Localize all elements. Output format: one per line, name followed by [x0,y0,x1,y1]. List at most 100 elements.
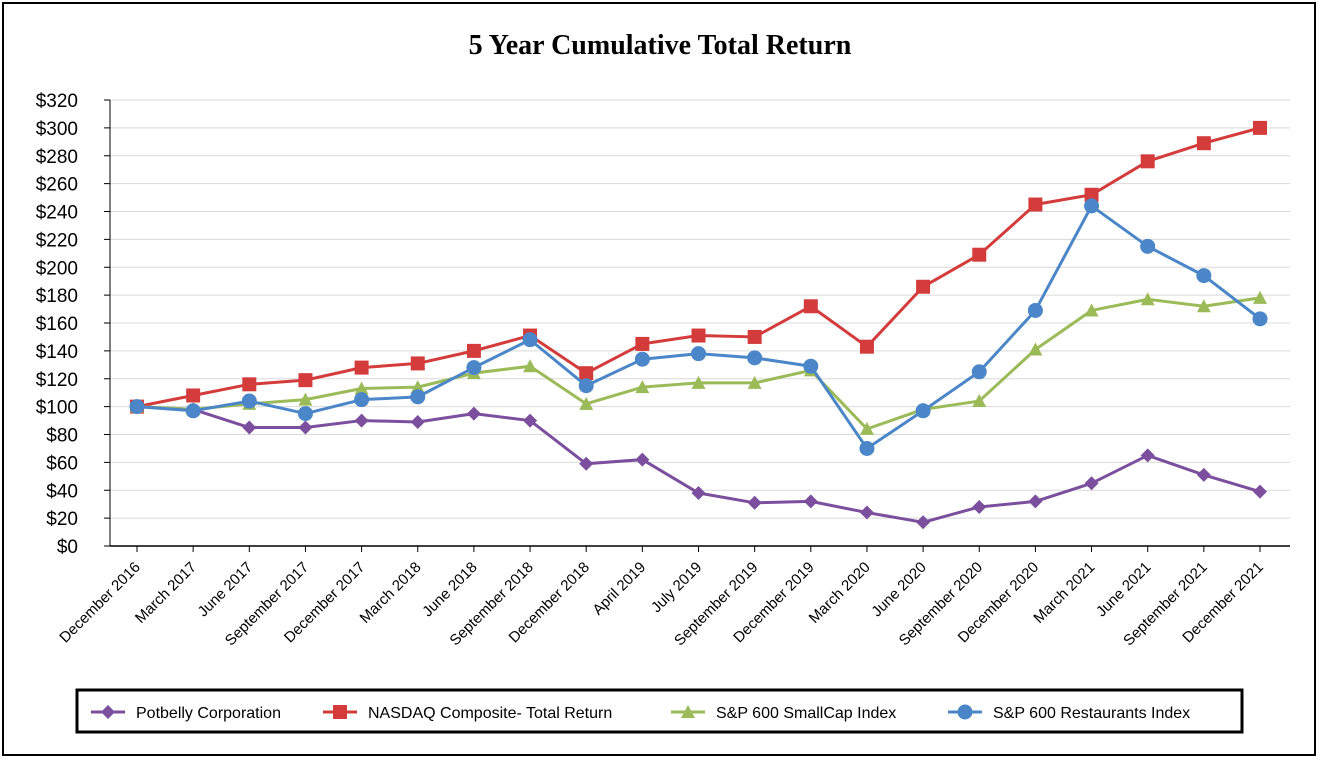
y-tick-label: $60 [46,453,78,474]
legend-label: S&P 600 Restaurants Index [993,705,1190,722]
data-point [1084,198,1100,214]
data-point [298,373,313,388]
data-point [859,505,874,520]
data-point [1028,342,1043,356]
x-tick-label: March 2021 [1030,559,1098,627]
data-point [579,456,594,471]
data-point [803,358,819,374]
y-tick-label: $0 [57,537,78,558]
y-tick-label: $220 [36,230,78,251]
data-point [410,380,425,394]
data-point [634,351,650,367]
data-point [186,388,201,403]
data-point [354,392,370,408]
x-tick-label: July 2019 [648,559,705,616]
data-point [972,247,987,262]
legend-label: Potbelly Corporation [136,705,281,722]
data-point [1140,154,1155,169]
data-point [1028,494,1043,509]
data-point [1196,299,1211,313]
data-point [1196,467,1211,482]
series-group [129,120,1268,530]
data-point [1196,136,1211,151]
data-point [916,279,931,294]
data-point [747,350,763,366]
data-point [185,403,201,419]
data-point [466,406,481,421]
data-point [747,495,762,510]
data-point [859,440,875,456]
data-point [466,360,482,376]
legend-marker [681,705,695,718]
data-point [1140,292,1155,306]
data-point [129,399,145,415]
legend-marker [957,704,973,720]
grid-lines [110,99,1290,519]
data-point [916,515,931,530]
data-point [522,332,538,348]
legend-marker [333,705,347,719]
data-point [1140,238,1156,254]
data-point [915,403,931,419]
data-point [1084,187,1099,202]
y-tick-label: $40 [46,481,78,502]
data-point [803,494,818,509]
y-tick-label: $160 [36,314,78,335]
data-point [1140,448,1155,463]
data-point [691,375,706,389]
data-point [1084,303,1099,317]
x-tick-label: March 2017 [132,559,200,627]
data-point [1028,197,1043,212]
data-point [1252,311,1268,327]
data-point [410,389,426,405]
data-point [691,346,706,362]
data-point [354,360,369,375]
data-point [1253,484,1267,499]
data-point [578,378,594,394]
y-tick-label: $280 [36,147,78,168]
data-point [298,420,313,435]
data-point [1084,476,1099,491]
series-4 [129,198,1268,456]
chart-title: 5 Year Cumulative Total Return [469,30,852,61]
y-tick-label: $260 [36,175,78,196]
legend-label: NASDAQ Composite- Total Return [368,705,612,722]
data-point [579,396,594,410]
y-tick-label: $200 [36,258,78,279]
data-point [971,364,987,380]
data-point [354,413,369,428]
data-point [579,366,594,381]
data-point [803,299,818,314]
x-tick-label: March 2018 [357,559,425,627]
data-point [523,413,538,428]
data-point [242,420,257,435]
y-tick-label: $180 [36,286,78,307]
y-tick-label: $20 [46,509,78,530]
data-point [691,328,706,343]
y-tick-label: $80 [46,426,78,447]
data-point [1027,302,1043,318]
data-point [354,381,369,395]
x-tick-label: April 2019 [589,559,649,619]
data-point [747,329,762,344]
y-tick-label: $240 [36,203,78,224]
data-point [635,452,650,467]
data-point [972,499,987,514]
data-point [410,356,425,371]
legend-box [75,688,1244,734]
data-point [635,336,650,351]
data-point [466,343,481,358]
y-tick-label: $120 [36,370,78,391]
series-1 [130,399,1267,530]
data-point [859,421,874,435]
data-point [410,414,425,429]
y-axis-ticks: $0 $20 $40 $60 $80 $100 $120 $140 $160 $180 $200 $2… [36,91,110,558]
y-tick-label: $300 [36,119,78,140]
y-tick-label: $100 [36,398,78,419]
y-tick-label: $320 [36,91,78,112]
x-tick-label: December 2016 [56,559,143,646]
data-point [1196,268,1212,284]
legend: Potbelly Corporation NASDAQ Composite- To… [75,688,1244,734]
